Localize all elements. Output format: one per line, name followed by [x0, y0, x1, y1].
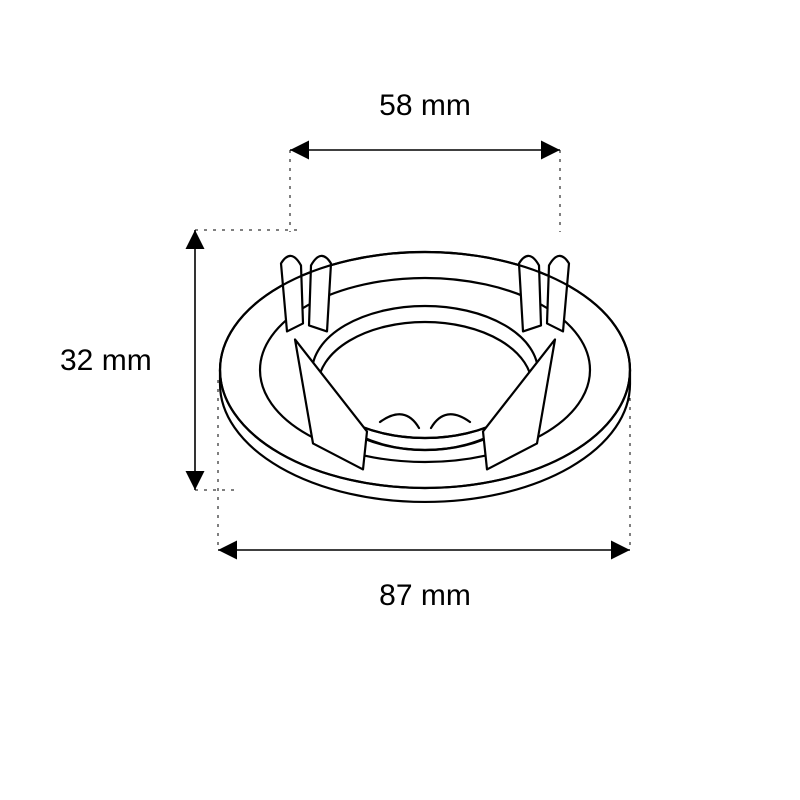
outer-rim-top [220, 252, 630, 488]
dimension-label-bottom: 87 mm [379, 579, 471, 612]
dimension-label-top: 58 mm [379, 89, 471, 122]
dimension-label-left: 32 mm [60, 344, 152, 377]
technical-diagram: 58 mm 32 mm 87 mm [0, 0, 800, 800]
